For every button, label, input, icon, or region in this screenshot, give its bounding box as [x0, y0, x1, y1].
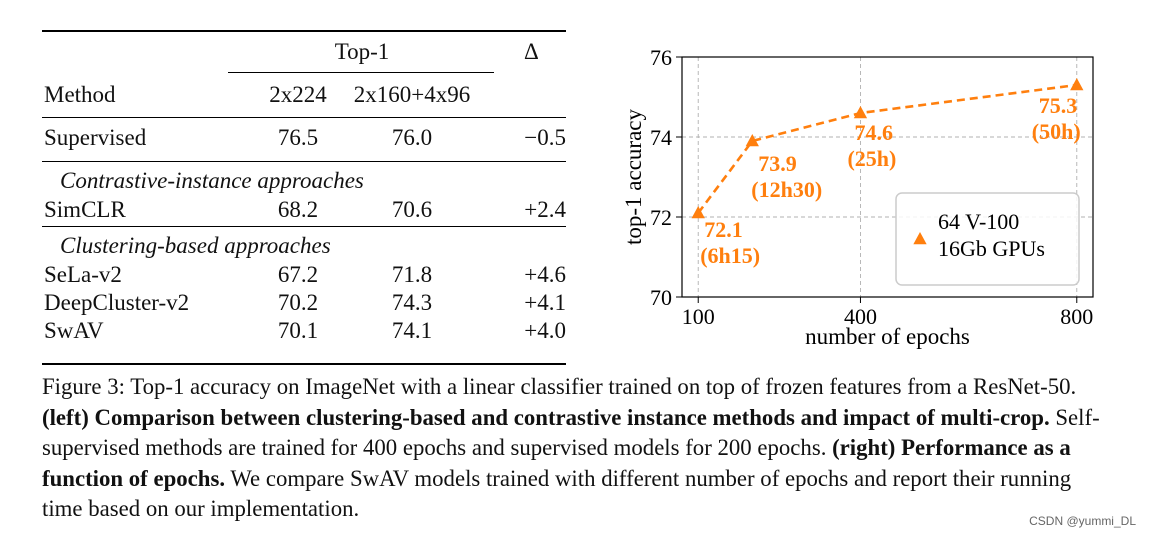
- x-tick-label: 100: [682, 304, 715, 329]
- row-delta: +4.1: [524, 290, 566, 315]
- row-method: DeepCluster-v2: [44, 290, 190, 315]
- section-rule: [42, 226, 566, 227]
- top-rule: [42, 30, 566, 32]
- point-value-label: 74.6: [854, 120, 893, 145]
- row-method: SwAV: [44, 318, 104, 343]
- row-value-multicrop: 74.1: [391, 318, 433, 343]
- section-title: Clustering-based approaches: [60, 233, 331, 258]
- point-time-label: (6h15): [700, 243, 760, 268]
- row-method: SimCLR: [44, 197, 126, 222]
- data-point: [745, 134, 759, 147]
- y-tick-label: 74: [650, 125, 672, 150]
- caption-bold-left: (left) Comparison between clustering-bas…: [42, 404, 1050, 430]
- row-value-2x224: 67.2: [277, 262, 319, 287]
- row-value-multicrop: 74.3: [391, 290, 433, 315]
- caption-mid: Self-supervised methods are trained for …: [42, 404, 1100, 461]
- header-top1: Top-1: [334, 39, 390, 64]
- y-tick-label: 72: [650, 205, 672, 230]
- section-rule: [42, 161, 566, 162]
- y-axis-label: top-1 accuracy: [621, 109, 646, 246]
- point-value-label: 73.9: [758, 151, 797, 176]
- figure-caption: Figure 3: Top-1 accuracy on ImageNet wit…: [42, 372, 1112, 525]
- row-method: SeLa-v2: [44, 262, 122, 287]
- plot-frame: [681, 56, 1094, 298]
- row-value-2x224: 70.2: [277, 290, 319, 315]
- row-value-multicrop: 70.6: [391, 197, 433, 222]
- x-tick-label: 400: [844, 304, 877, 329]
- row-value-multicrop: 76.0: [391, 125, 433, 150]
- data-point: [691, 206, 705, 219]
- header-col-a: 2x224: [269, 82, 327, 107]
- caption-prefix: Figure 3: Top-1 accuracy on ImageNet wit…: [42, 374, 1077, 399]
- row-delta: +4.0: [524, 318, 566, 343]
- legend-marker: [913, 232, 927, 245]
- x-axis-label: number of epochs: [805, 324, 970, 349]
- row-value-2x224: 68.2: [277, 197, 319, 222]
- caption-suffix: We compare SwAV models trained with diff…: [42, 465, 1072, 522]
- x-tick-label: 800: [1060, 304, 1093, 329]
- point-value-label: 75.3: [1039, 93, 1078, 118]
- results-table: Top-1 Δ Method 2x224 2x160+4x96 Supervis…: [42, 30, 566, 366]
- epochs-chart: 70 72 74 76 100 400 800 number of epochs top-1 a…: [621, 45, 1094, 349]
- watermark: CSDN @yummi_DL: [1029, 514, 1136, 528]
- y-tick-label: 76: [650, 45, 672, 70]
- data-point: [1070, 78, 1084, 91]
- row-method: Supervised: [44, 125, 147, 150]
- point-time-label: (25h): [847, 146, 896, 171]
- row-value-2x224: 70.1: [277, 318, 319, 343]
- series-line: [697, 83, 1077, 214]
- row-delta: +2.4: [524, 197, 566, 222]
- point-value-label: 72.1: [704, 217, 743, 242]
- bottom-rule: [42, 363, 566, 365]
- header-delta: Δ: [524, 39, 539, 64]
- point-time-label: (50h): [1032, 119, 1081, 144]
- top1-rule: [228, 72, 494, 73]
- row-delta: +4.6: [524, 262, 566, 287]
- row-value-2x224: 76.5: [277, 125, 319, 150]
- legend-label-line1: 64 V-100: [938, 209, 1019, 234]
- row-delta: −0.5: [524, 125, 566, 150]
- data-point: [853, 106, 868, 119]
- caption-bold-right: (right) Performance as a function of epo…: [42, 435, 1071, 491]
- header-method: Method: [44, 82, 116, 107]
- header-rule: [42, 117, 566, 118]
- legend-box: [895, 192, 1080, 286]
- row-value-multicrop: 71.8: [391, 262, 433, 287]
- section-title: Contrastive-instance approaches: [60, 168, 364, 193]
- y-tick-label: 70: [650, 285, 672, 310]
- header-col-b: 2x160+4x96: [353, 82, 471, 107]
- legend-label-line2: 16Gb GPUs: [938, 236, 1045, 261]
- point-time-label: (12h30): [751, 177, 822, 202]
